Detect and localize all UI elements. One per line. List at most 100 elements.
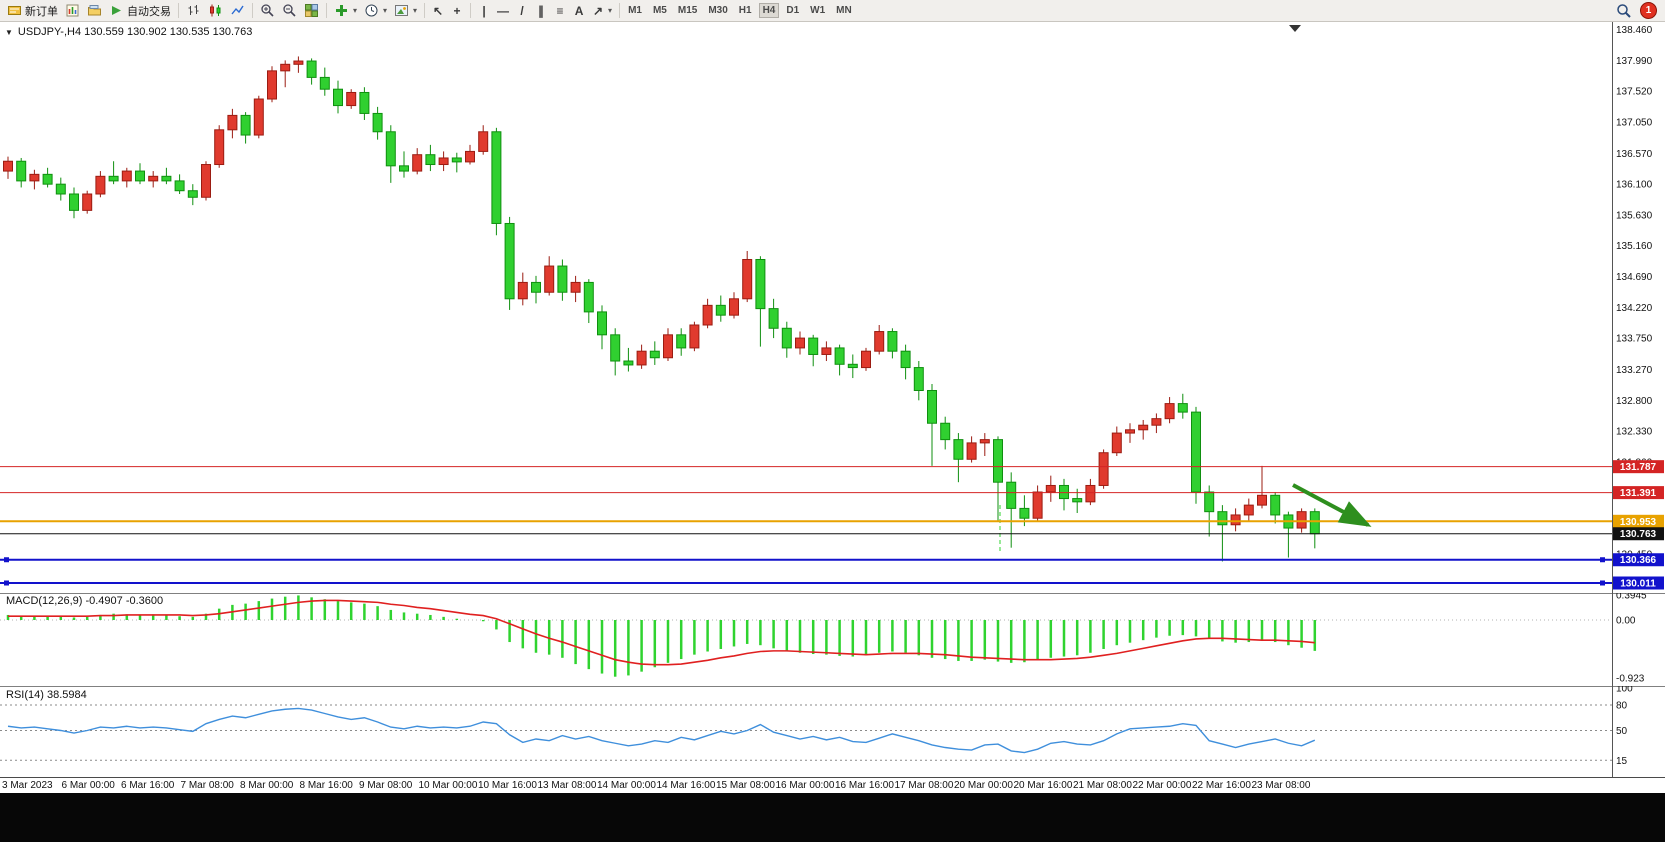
time-axis-label: 16 Mar 16:00 xyxy=(835,780,894,791)
support-line-1-handle[interactable] xyxy=(1600,557,1605,563)
price-axis-label: 133.270 xyxy=(1616,365,1653,376)
candle-body xyxy=(1098,452,1109,486)
timeframe-button-m30[interactable]: M30 xyxy=(708,5,728,16)
zoom-in-button[interactable] xyxy=(257,2,278,20)
candle-body xyxy=(623,360,634,366)
timeframe-button-w1[interactable]: W1 xyxy=(810,5,826,16)
toolbar-separator xyxy=(470,3,472,18)
trendline-tool-button[interactable]: / xyxy=(513,2,531,20)
line-chart-icon xyxy=(231,5,244,15)
candle-body xyxy=(16,160,27,182)
time-axis-label: 14 Mar 16:00 xyxy=(656,780,716,791)
macd-panel-canvas[interactable]: 0.3945 0.00 -0.923 xyxy=(0,593,1665,686)
new-order-button[interactable]: 新订单 xyxy=(4,2,61,20)
templates-button[interactable]: ▾ xyxy=(391,2,420,20)
price-axis[interactable] xyxy=(1613,22,1665,593)
text-tool-button[interactable]: A xyxy=(570,2,588,20)
candle-body xyxy=(95,175,106,195)
macd-signal-line xyxy=(8,599,1315,666)
timeframe-button-mn[interactable]: MN xyxy=(836,5,852,16)
timeframe-button-h4[interactable]: H4 xyxy=(758,3,780,18)
candle-body xyxy=(267,70,277,100)
trend-arrow-annotation[interactable] xyxy=(1292,483,1372,527)
resistance-line-2-price-tag xyxy=(1613,486,1664,500)
vertical-line-icon: | xyxy=(482,3,486,18)
arrows-tool-button[interactable]: ↗ ▾ xyxy=(589,2,615,20)
support-line-2-handle[interactable] xyxy=(1600,580,1605,586)
timeframe-button-m5[interactable]: M5 xyxy=(652,5,667,16)
templates-dropdown-caret[interactable]: ▾ xyxy=(413,6,418,15)
autotrading-button[interactable]: 自动交易 xyxy=(106,2,174,20)
timeframe-button-d1[interactable]: D1 xyxy=(786,5,800,16)
support-line-1-handle[interactable] xyxy=(4,557,9,563)
candle-body xyxy=(927,389,937,424)
vertical-line-tool-button[interactable]: | xyxy=(475,2,493,20)
time-axis-label: 6 Mar 00:00 xyxy=(61,780,115,791)
time-axis-label: 13 Mar 08:00 xyxy=(537,780,597,791)
current-price-line-price-tag xyxy=(1613,527,1664,541)
pivot-line-price-tag xyxy=(1613,514,1664,528)
candle-body xyxy=(1085,484,1096,503)
indicators-dropdown-caret[interactable]: ▾ xyxy=(353,6,358,15)
autotrading-label: 自动交易 xyxy=(127,5,171,18)
candle-body xyxy=(3,160,13,172)
resistance-line-2-price-tag-text: 131.391 xyxy=(1620,488,1657,499)
candle-body xyxy=(280,63,291,72)
fibonacci-tool-button[interactable]: ≡ xyxy=(551,2,569,20)
notification-badge[interactable]: 1 xyxy=(1640,2,1657,19)
candle-body xyxy=(1243,504,1254,516)
candle-body xyxy=(29,173,40,182)
candle-body xyxy=(399,165,409,172)
periods-button[interactable]: ▾ xyxy=(361,2,390,20)
channel-tool-button[interactable]: ∥ xyxy=(532,2,550,20)
horizontal-line-icon: — xyxy=(497,3,510,18)
time-axis-label: 6 Mar 16:00 xyxy=(121,780,175,791)
line-chart-type-button[interactable] xyxy=(227,2,248,20)
zoom-out-button[interactable] xyxy=(279,2,300,20)
candle-body xyxy=(808,337,819,355)
candle-body xyxy=(1217,511,1228,526)
candle-body xyxy=(913,367,924,391)
clock-icon xyxy=(365,4,378,17)
horizontal-line-tool-button[interactable]: — xyxy=(494,2,512,20)
candle-body xyxy=(702,304,713,326)
candle-body xyxy=(1230,514,1241,526)
candle-body xyxy=(663,334,673,359)
time-axis-label: 23 Mar 08:00 xyxy=(1251,780,1311,791)
tile-windows-button[interactable] xyxy=(301,2,322,20)
current-price-line-price-tag-text: 130.763 xyxy=(1620,529,1657,540)
time-axis[interactable]: 3 Mar 2023 6 Mar 00:00 6 Mar 16:00 7 Mar 08… xyxy=(0,777,1665,793)
support-line-2-handle[interactable] xyxy=(4,580,9,586)
timeframe-button-m1[interactable]: M1 xyxy=(628,5,642,16)
time-axis-label: 9 Mar 08:00 xyxy=(359,780,413,791)
candle-body xyxy=(689,324,700,349)
profiles-button[interactable] xyxy=(84,2,105,20)
rsi-axis-label: 80 xyxy=(1616,701,1628,712)
new-chart-button[interactable] xyxy=(62,2,83,20)
rsi-panel-canvas[interactable]: 100 80 50 15 xyxy=(0,686,1665,777)
crosshair-tool-button[interactable]: + xyxy=(448,2,466,20)
candlestick-type-button[interactable] xyxy=(205,2,226,20)
search-icon[interactable] xyxy=(1616,3,1632,19)
candle-body xyxy=(42,173,53,185)
main-chart-canvas[interactable]: 138.460 137.990 137.520 137.050 136.570 136.1… xyxy=(0,22,1665,593)
toolbar-separator xyxy=(326,3,327,18)
support-line-1-price-tag-text: 130.366 xyxy=(1620,555,1657,566)
time-axis-label: 7 Mar 08:00 xyxy=(180,780,234,791)
time-axis-label: 15 Mar 08:00 xyxy=(716,780,775,791)
periods-dropdown-caret[interactable]: ▾ xyxy=(383,6,388,15)
cursor-icon: ↖ xyxy=(433,3,444,18)
timeframe-button-m15[interactable]: M15 xyxy=(677,5,698,16)
candle-body xyxy=(742,258,753,300)
collapse-triangle-icon[interactable]: ▼ xyxy=(5,27,13,37)
indicators-button[interactable]: ▾ xyxy=(331,2,360,20)
time-axis-label: 8 Mar 16:00 xyxy=(299,780,353,791)
arrows-dropdown-caret[interactable]: ▾ xyxy=(608,6,613,15)
macd-axis-label: -0.923 xyxy=(1616,674,1645,685)
time-axis-label: 20 Mar 00:00 xyxy=(954,780,1013,791)
cursor-tool-button[interactable]: ↖ xyxy=(429,2,447,20)
bar-chart-type-button[interactable] xyxy=(183,2,204,20)
timeframe-button-h1[interactable]: H1 xyxy=(738,5,752,16)
timeframe-group: M1 M5 M15 M30 H1 H4 D1 W1 MN xyxy=(624,3,856,18)
chart-shift-marker-icon[interactable] xyxy=(1289,25,1301,32)
